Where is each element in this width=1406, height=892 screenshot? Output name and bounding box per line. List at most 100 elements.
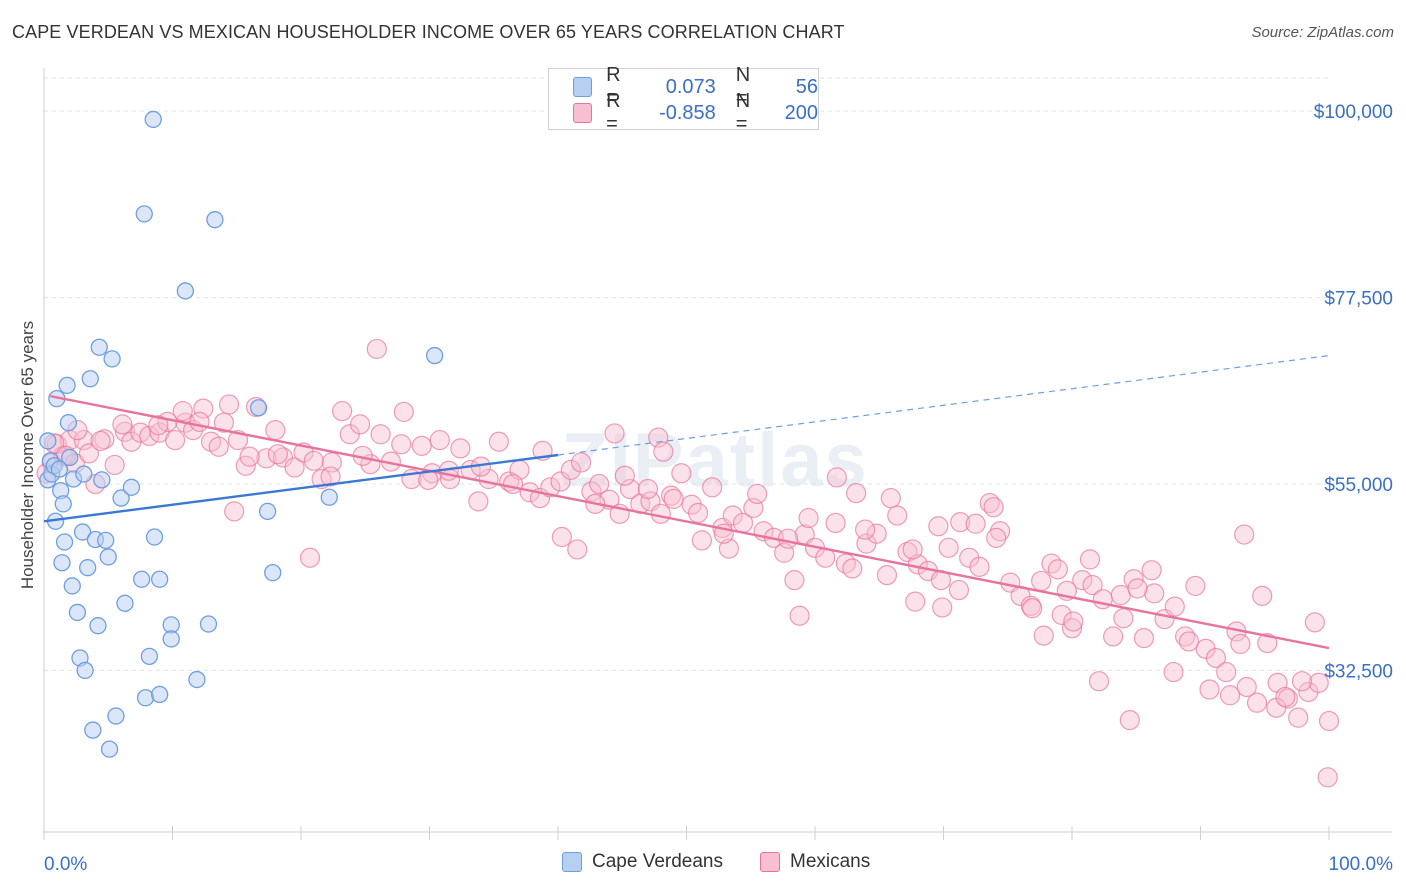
data-point-mexicans <box>663 488 684 510</box>
data-point-mexicans <box>571 452 592 473</box>
data-point-mexicans <box>78 443 100 464</box>
data-point-mexicans <box>1082 574 1103 596</box>
data-point-mexicans <box>938 537 959 558</box>
data-point-cape-verdeans <box>176 282 195 300</box>
legend-item-mexicans: Mexicans <box>760 851 870 873</box>
data-point-mexicans <box>950 512 971 533</box>
data-point-cape-verdeans <box>188 670 206 689</box>
axes <box>43 68 1392 840</box>
data-point-cape-verdeans <box>76 661 94 680</box>
data-point-cape-verdeans <box>107 707 125 725</box>
data-point-mexicans <box>671 463 692 484</box>
data-point-mexicans <box>1127 578 1148 599</box>
y-tick-label: $77,500 <box>1324 289 1393 310</box>
data-point-mexicans <box>1079 549 1101 570</box>
legend-item-cape-verdeans: Cape Verdeans <box>562 851 723 873</box>
legend-n-label: N = <box>735 90 751 135</box>
data-point-mexicans <box>880 487 901 509</box>
data-point-cape-verdeans <box>55 533 74 551</box>
data-point-mexicans <box>370 424 391 445</box>
data-point-mexicans <box>1317 767 1338 788</box>
series-legend: Cape Verdeans Mexicans <box>0 851 1406 879</box>
data-point-cape-verdeans <box>73 523 92 541</box>
data-point-mexicans <box>267 444 288 465</box>
data-point-mexicans <box>488 431 509 452</box>
data-point-mexicans <box>846 483 867 504</box>
data-point-mexicans <box>1216 661 1237 683</box>
data-point-mexicans <box>148 415 169 436</box>
data-point-cape-verdeans <box>425 346 444 365</box>
data-point-cape-verdeans <box>61 448 79 467</box>
data-point-mexicans <box>265 420 286 441</box>
data-point-mexicans <box>189 411 210 432</box>
data-point-mexicans <box>1291 671 1313 692</box>
data-point-cape-verdeans <box>50 460 69 478</box>
data-point-mexicans <box>1236 676 1257 698</box>
x-tick-label-end: 100.0% <box>1329 854 1394 875</box>
data-point-mexicans <box>650 503 671 524</box>
legend-r-value: 0.073 <box>665 75 716 98</box>
data-point-mexicans <box>1051 604 1072 626</box>
legend-r-label: R = <box>606 90 621 135</box>
data-point-mexicans <box>208 436 229 457</box>
data-point-mexicans <box>1308 672 1329 693</box>
data-point-mexicans <box>902 539 923 560</box>
legend-n-value: 56 <box>795 75 818 98</box>
data-point-cape-verdeans <box>144 110 162 129</box>
data-point-cape-verdeans <box>249 399 268 417</box>
data-point-mexicans <box>866 523 887 544</box>
legend-n-label: N = <box>735 64 751 109</box>
data-point-mexicans <box>429 429 450 451</box>
data-point-mexicans <box>567 539 588 560</box>
y-tick-label: $55,000 <box>1324 475 1393 496</box>
data-point-mexicans <box>1133 628 1155 649</box>
data-point-mexicans <box>284 457 305 478</box>
data-point-mexicans <box>1164 596 1185 617</box>
tick-labels: $32,500 $55,000 $77,500 $100,000 0.0% 100.0% <box>44 102 1393 875</box>
data-point-mexicans <box>1063 611 1084 632</box>
data-point-mexicans <box>681 494 702 515</box>
data-point-mexicans <box>213 412 234 433</box>
data-point-mexicans <box>320 466 341 487</box>
data-point-mexicans <box>350 414 371 435</box>
data-point-mexicans <box>256 448 277 469</box>
data-point-mexicans <box>1022 598 1043 619</box>
data-point-mexicans <box>411 435 432 456</box>
data-point-mexicans <box>1178 631 1200 652</box>
data-point-cape-verdeans <box>135 205 153 223</box>
correlation-legend: R = 0.073 N = 56 R = -0.858 N = 200 <box>548 64 819 135</box>
data-point-mexicans <box>193 398 214 419</box>
data-point-mexicans <box>218 394 240 415</box>
chart-title: CAPE VERDEAN VS MEXICAN HOUSEHOLDER INCO… <box>12 22 845 42</box>
legend-swatch-blue <box>562 852 582 872</box>
data-point-mexicans <box>1141 560 1162 581</box>
data-point-mexicans <box>777 528 799 549</box>
data-point-mexicans <box>887 505 908 526</box>
watermark-text: ZIPatlas <box>561 418 868 503</box>
data-point-mexicans <box>855 519 876 540</box>
data-point-mexicans <box>164 429 186 451</box>
trend-line-mexicans <box>50 394 1330 650</box>
data-point-mexicans <box>172 400 193 422</box>
data-point-mexicans <box>1088 671 1110 692</box>
data-point-mexicans <box>969 556 990 577</box>
trend-line-extension-cape-verdeans <box>557 354 1330 456</box>
data-point-mexicans <box>239 446 260 467</box>
data-point-mexicans <box>1185 575 1206 597</box>
data-point-mexicans <box>450 438 471 459</box>
data-point-mexicans <box>687 502 709 524</box>
series-mexicans <box>36 338 1340 788</box>
data-point-cape-verdeans <box>162 630 180 648</box>
data-point-cape-verdeans <box>63 577 81 595</box>
data-point-mexicans <box>393 401 414 423</box>
data-point-mexicans <box>90 430 111 452</box>
data-point-cape-verdeans <box>81 370 99 388</box>
data-point-cape-verdeans <box>75 465 93 483</box>
data-point-cape-verdeans <box>93 471 111 489</box>
data-point-mexicans <box>932 597 953 618</box>
data-point-mexicans <box>1119 710 1140 731</box>
data-point-mexicans <box>604 423 625 444</box>
data-point-cape-verdeans <box>199 615 218 633</box>
data-point-cape-verdeans <box>84 721 102 739</box>
data-point-cape-verdeans <box>58 376 76 395</box>
